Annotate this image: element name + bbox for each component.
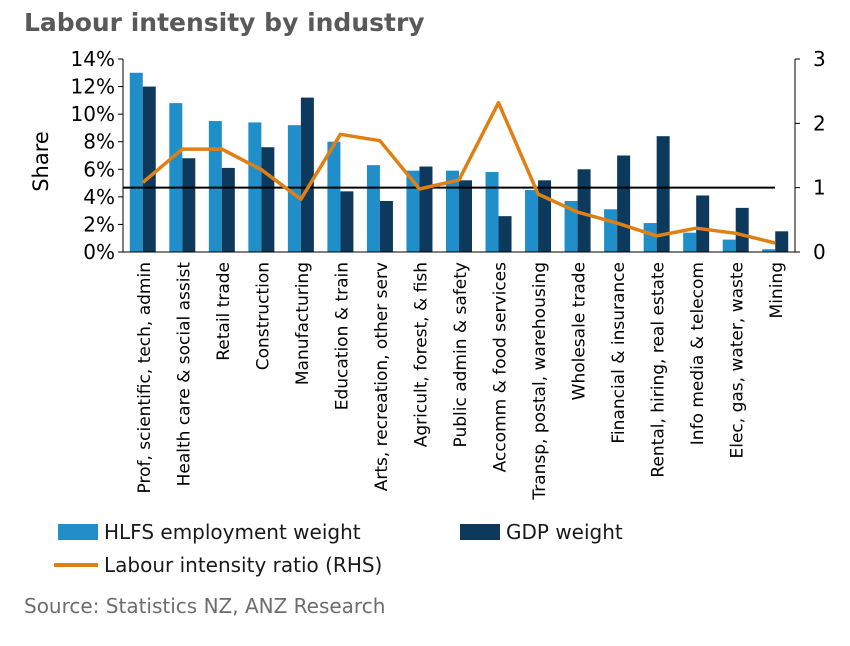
y-tick-label-right: 1 <box>813 176 826 200</box>
y-tick-label-left: 0% <box>83 240 115 264</box>
bar-hlfs <box>169 103 183 252</box>
x-tick-label: Manufacturing <box>293 262 313 385</box>
x-tick-label: Education & train <box>332 262 352 410</box>
y-tick-label-left: 10% <box>71 102 115 126</box>
bar-gdp <box>419 166 433 252</box>
x-tick-label: Elec, gas, water, waste <box>728 262 748 459</box>
ratio-line-group <box>123 100 776 245</box>
legend-hlfs-swatch <box>58 524 98 540</box>
x-tick-label: Rental, hiring, real estate <box>649 262 669 478</box>
bar-hlfs <box>485 172 499 252</box>
bar-hlfs <box>327 141 341 252</box>
bar-gdp <box>735 207 749 252</box>
y-tick-label-right: 2 <box>813 111 826 135</box>
legend-gdp: GDP weight <box>460 520 623 544</box>
bar-hlfs <box>643 223 657 252</box>
legend-ratio: Labour intensity ratio (RHS) <box>54 553 382 577</box>
bar-gdp <box>340 191 354 252</box>
bar-hlfs <box>722 239 736 252</box>
bar-hlfs <box>446 170 459 252</box>
chart-title: Labour intensity by industry <box>24 8 425 37</box>
bar-gdp <box>656 136 670 252</box>
bar-hlfs <box>129 72 143 253</box>
bar-gdp <box>300 97 314 252</box>
bar-hlfs <box>683 232 697 252</box>
x-tick-label: Construction <box>253 262 273 370</box>
legend-gdp-label: GDP weight <box>506 520 623 544</box>
bar-hlfs <box>208 121 222 253</box>
y-tick-label-left: 14% <box>71 47 115 71</box>
x-tick-label: Financial & insurance <box>609 262 629 444</box>
legend-hlfs: HLFS employment weight <box>58 520 361 544</box>
y-tick-label-right: 0 <box>813 240 826 264</box>
y-tick-label-right: 3 <box>813 47 826 71</box>
y-tick-label-left: 4% <box>83 185 115 209</box>
bar-hlfs <box>366 165 380 252</box>
x-tick-label: Retail trade <box>214 262 234 361</box>
source-note: Source: Statistics NZ, ANZ Research <box>24 594 386 618</box>
bar-gdp <box>498 216 512 252</box>
bar-gdp <box>577 169 591 252</box>
bar-gdp <box>182 158 196 252</box>
y-tick-label-left: 2% <box>83 212 115 236</box>
x-tick-label: Public admin & safety <box>451 262 471 448</box>
bar-gdp <box>261 147 275 252</box>
bar-gdp <box>696 195 710 252</box>
x-tick-label: Agricult, forest, & fish <box>412 262 432 447</box>
y-axis-label: Share <box>29 131 53 192</box>
bar-gdp <box>379 200 393 252</box>
bar-gdp <box>221 167 235 252</box>
bar-gdp <box>617 155 631 252</box>
y-tick-label-left: 8% <box>83 130 115 154</box>
y-tick-label-left: 12% <box>71 75 115 99</box>
legend-ratio-label: Labour intensity ratio (RHS) <box>104 553 383 577</box>
x-tick-label: Info media & telecom <box>688 262 708 445</box>
legend-hlfs-label: HLFS employment weight <box>104 520 361 544</box>
x-tick-label: Wholesale trade <box>570 262 590 400</box>
bar-gdp <box>775 231 789 252</box>
x-tick-label: Health care & social assist <box>174 262 194 487</box>
legend-ratio-swatch <box>54 563 98 567</box>
bar-hlfs <box>564 200 578 252</box>
bar-hlfs <box>604 209 618 252</box>
x-tick-labels: Prof, scientific, tech, admin Health care… <box>135 262 787 501</box>
bar-hlfs <box>762 249 776 252</box>
y-tick-label-left: 6% <box>83 157 115 181</box>
bar-gdp <box>142 86 156 252</box>
bar-gdp <box>538 180 552 252</box>
bars-group <box>129 72 789 253</box>
ratio-line <box>141 100 776 245</box>
x-tick-label: Mining <box>767 262 787 318</box>
bar-hlfs <box>525 189 539 252</box>
x-tick-label: Transp, postal, warehousing <box>530 262 550 501</box>
x-tick-label: Prof, scientific, tech, admin <box>135 262 155 494</box>
bar-hlfs <box>406 170 420 252</box>
legend-gdp-swatch <box>460 524 500 540</box>
axes-group: 0% 2% 4% 6% 8% 10% 12% 14% 0 1 2 3 Share <box>29 47 826 264</box>
x-tick-label: Accomm & food services <box>491 262 511 472</box>
bar-gdp <box>459 180 472 252</box>
x-tick-label: Arts, recreation, other serv <box>372 262 392 491</box>
